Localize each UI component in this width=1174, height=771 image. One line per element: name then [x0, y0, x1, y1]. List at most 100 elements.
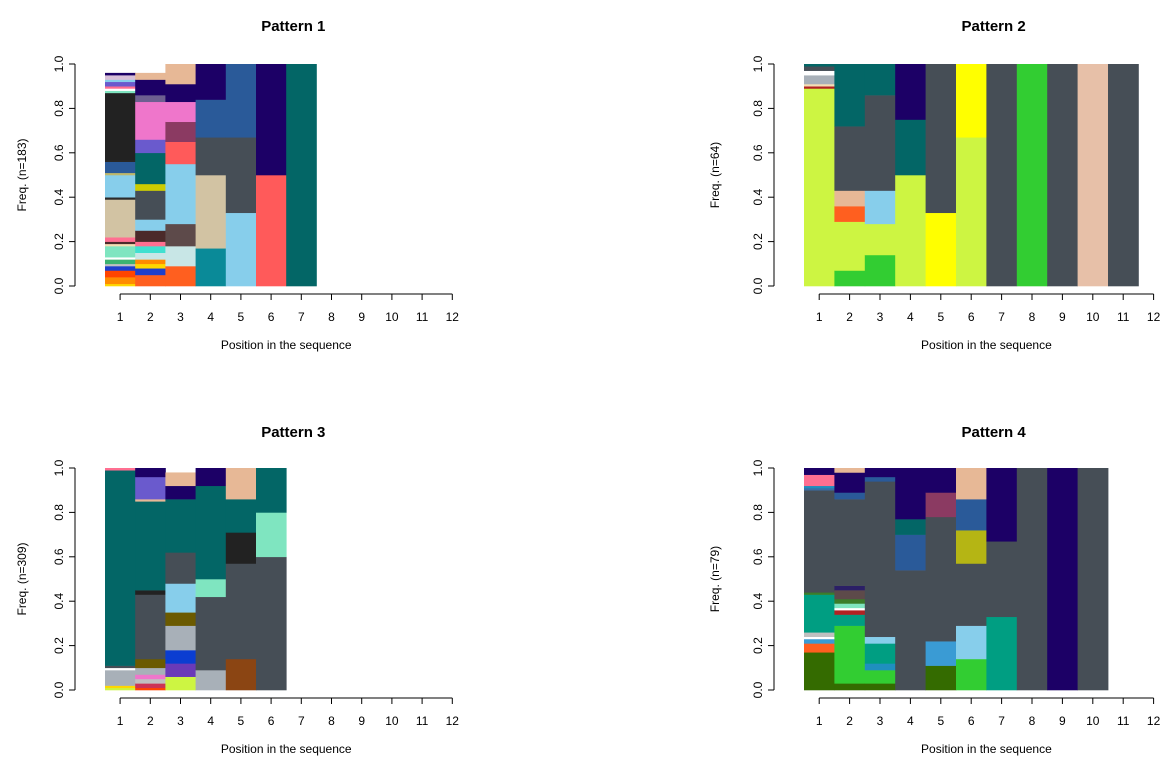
x-tick-label: 8 — [328, 714, 335, 728]
x-tick-label: 1 — [117, 310, 124, 324]
y-tick-label: 0.0 — [751, 277, 765, 294]
x-tick-label: 5 — [238, 714, 245, 728]
x-tick-label: 9 — [358, 310, 365, 324]
bar-segment — [225, 499, 257, 533]
x-tick-label: 2 — [147, 714, 154, 728]
bar-segment — [135, 667, 166, 675]
y-tick-label: 0.8 — [751, 100, 765, 117]
bar-segment — [165, 552, 196, 584]
bar-segment — [135, 590, 166, 595]
x-tick-label: 4 — [907, 310, 914, 324]
x-tick-label: 7 — [298, 714, 305, 728]
bar-segment — [834, 126, 866, 191]
y-tick-label: 0.8 — [751, 504, 765, 521]
bar-segment — [1077, 64, 1109, 287]
bar-segment — [956, 499, 987, 531]
bar-segment — [165, 266, 196, 287]
bar-segment — [135, 683, 166, 689]
bar-segment — [956, 64, 987, 138]
bar-segment — [135, 499, 166, 502]
bar-segment — [834, 190, 866, 207]
x-tick-label: 8 — [1029, 310, 1036, 324]
bar-segment — [195, 99, 227, 138]
x-tick-label: 5 — [238, 310, 245, 324]
bar-segment — [834, 206, 866, 222]
bar-segment — [225, 563, 257, 660]
bar-segment — [105, 667, 136, 671]
bar-segment — [105, 283, 136, 287]
bar-segment — [895, 570, 926, 691]
bar-segment — [986, 468, 1018, 542]
bar-segment — [135, 274, 166, 287]
bar-segment — [135, 183, 166, 191]
bar-segment — [165, 650, 196, 664]
bar-segment — [105, 246, 136, 258]
chart-title: Pattern 3 — [261, 424, 325, 441]
bar-segment — [165, 583, 196, 613]
bar-segment — [165, 472, 196, 487]
bar-segment — [225, 532, 257, 564]
x-tick-label: 12 — [446, 714, 460, 728]
bar-segment — [105, 665, 136, 669]
bar-segment — [925, 665, 957, 691]
bar-segment — [256, 175, 287, 287]
bar-segment — [1108, 64, 1139, 287]
x-tick-label: 6 — [268, 714, 275, 728]
bar-segment — [256, 468, 287, 513]
bar-segment — [895, 175, 926, 287]
bar-segment — [804, 474, 835, 487]
x-tick-label: 12 — [1147, 310, 1161, 324]
bar-segment — [195, 670, 227, 691]
bar-segment — [834, 492, 866, 500]
bar-segment — [864, 636, 896, 644]
bar-segment — [834, 625, 866, 684]
y-tick-label: 0.6 — [52, 548, 66, 565]
bar-segment — [105, 175, 136, 198]
bar-segment — [864, 481, 896, 638]
bar-segment — [256, 512, 287, 558]
bar-segment — [804, 70, 835, 76]
bar-segment — [1047, 64, 1078, 287]
bar-segment — [864, 64, 896, 96]
bar-segment — [864, 468, 896, 478]
bar-segment — [135, 246, 166, 253]
bar-segment — [105, 277, 136, 285]
bar-segment — [804, 652, 835, 691]
bar-segment — [804, 643, 835, 653]
bar-segment — [165, 485, 196, 500]
bar-segment — [1016, 64, 1048, 287]
bar-segment — [895, 534, 926, 571]
x-tick-label: 2 — [147, 310, 154, 324]
bar-segment — [895, 468, 926, 520]
bar-segment — [105, 79, 136, 83]
x-tick-label: 4 — [207, 714, 214, 728]
x-tick-label: 10 — [385, 310, 399, 324]
bar-segment — [195, 596, 227, 671]
bar-segment — [165, 625, 196, 651]
x-tick-label: 3 — [177, 310, 184, 324]
bar-segment — [135, 268, 166, 276]
x-axis-title: Position in the sequence — [921, 742, 1052, 756]
bar-segment — [804, 468, 835, 475]
bar-segment — [135, 468, 166, 478]
y-tick-label: 0.4 — [751, 593, 765, 610]
x-axis-title: Position in the sequence — [221, 742, 352, 756]
bar-segment — [864, 95, 896, 191]
x-tick-label: 1 — [816, 714, 823, 728]
bar-segment — [804, 632, 835, 638]
bar-segment — [864, 223, 896, 256]
bar-segment — [165, 83, 196, 103]
y-tick-label: 0.8 — [52, 100, 66, 117]
x-tick-label: 5 — [937, 714, 944, 728]
bar-segment — [864, 663, 896, 671]
bar-segment — [1047, 468, 1078, 691]
y-tick-label: 0.0 — [52, 681, 66, 698]
bar-segment — [135, 190, 166, 220]
bar-segment — [834, 64, 866, 127]
bar-segment — [804, 66, 835, 71]
bar-segment — [804, 592, 835, 595]
y-tick-label: 0.6 — [52, 144, 66, 161]
bar-segment — [105, 257, 136, 260]
y-tick-label: 0.6 — [751, 144, 765, 161]
